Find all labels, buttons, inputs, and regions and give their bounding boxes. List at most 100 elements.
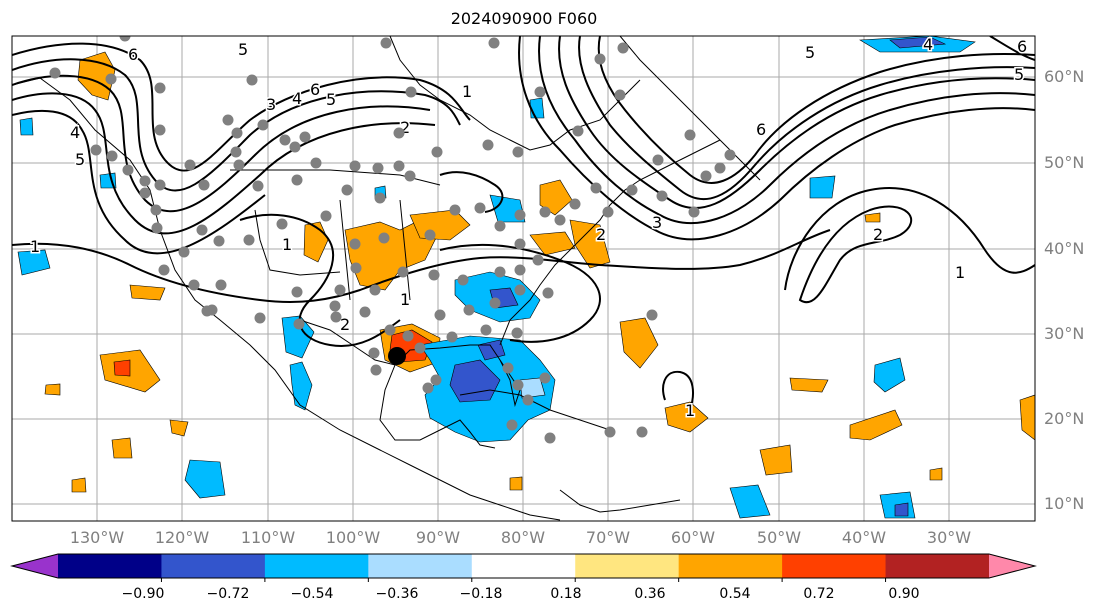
- anomaly-shading: [17, 36, 1035, 519]
- lat-label: 10°N: [1044, 494, 1085, 513]
- station-marker: [372, 162, 384, 174]
- lon-label: 130°W: [69, 528, 125, 547]
- contour-label: 2: [340, 315, 350, 334]
- station-marker: [590, 182, 602, 194]
- colorbar-tick-label: −0.18: [459, 586, 503, 602]
- station-marker: [424, 229, 436, 241]
- contour-label: 6: [756, 120, 766, 139]
- station-marker: [646, 309, 658, 321]
- station-marker: [700, 170, 712, 182]
- station-marker: [378, 232, 390, 244]
- contour-label: 5: [805, 43, 815, 62]
- station-marker: [434, 309, 446, 321]
- station-marker: [602, 206, 614, 218]
- station-marker: [514, 284, 526, 296]
- colorbar-tick-label: −0.36: [375, 586, 419, 602]
- colorbar-extend-min: [12, 554, 58, 578]
- height-contours: [12, 36, 1035, 411]
- station-marker: [457, 274, 469, 286]
- station-marker: [512, 379, 524, 391]
- station-marker: [154, 179, 166, 191]
- station-marker: [246, 74, 258, 86]
- station-marker: [329, 300, 341, 312]
- contour-label: 1: [30, 237, 40, 256]
- contour-label: 6: [310, 80, 320, 99]
- lon-label: 70°W: [585, 528, 631, 547]
- contour-label: 1: [282, 235, 292, 254]
- station-marker: [522, 394, 534, 406]
- colorbar-outline: [10, 553, 1037, 579]
- station-marker: [446, 331, 458, 343]
- station-marker: [554, 214, 566, 226]
- station-marker: [506, 419, 518, 431]
- station-marker: [90, 144, 102, 156]
- station-marker: [474, 202, 486, 214]
- station-marker: [293, 318, 305, 330]
- contour-label: 6: [128, 45, 138, 64]
- station-markers: [49, 36, 736, 444]
- station-marker: [626, 184, 638, 196]
- station-marker: [572, 125, 584, 137]
- contour-label: 5: [75, 150, 85, 169]
- station-marker: [231, 127, 243, 139]
- colorbar-tick-label: −0.90: [121, 586, 165, 602]
- station-marker: [320, 210, 332, 222]
- station-marker: [414, 342, 426, 354]
- lon-label: 60°W: [670, 528, 716, 547]
- colorbar-segment: [885, 554, 990, 578]
- station-marker: [652, 154, 664, 166]
- contour-label: 1: [955, 263, 965, 282]
- station-marker: [534, 86, 546, 98]
- station-marker: [291, 174, 303, 186]
- map-frame: [11, 35, 1036, 522]
- station-marker: [539, 206, 551, 218]
- colorbar-extend-max: [989, 554, 1035, 578]
- station-marker: [359, 306, 371, 318]
- station-marker: [368, 347, 380, 359]
- lon-label: 40°W: [841, 528, 887, 547]
- map-title: 2024090900 F060: [450, 9, 598, 28]
- station-marker: [511, 327, 523, 339]
- station-marker: [49, 67, 61, 79]
- lon-label: 50°W: [756, 528, 802, 547]
- station-marker: [276, 218, 288, 230]
- contour-label: 3: [652, 213, 662, 232]
- station-marker: [243, 234, 255, 246]
- contour-label: 5: [326, 90, 336, 109]
- station-marker: [201, 305, 213, 317]
- station-marker: [154, 124, 166, 136]
- station-marker: [380, 37, 392, 49]
- colorbar-segment: [264, 554, 369, 578]
- contour-label: 3: [266, 95, 276, 114]
- lat-label: 60°N: [1044, 67, 1085, 86]
- station-marker: [215, 279, 227, 291]
- station-marker: [724, 149, 736, 161]
- colorbar-segment: [471, 554, 576, 578]
- contour-label: 2: [596, 225, 606, 244]
- colorbar-segment: [782, 554, 887, 578]
- station-marker: [188, 279, 200, 291]
- colorbar-tick-label: 0.18: [550, 586, 582, 602]
- station-marker: [151, 222, 163, 234]
- lon-label: 110°W: [240, 528, 296, 547]
- lon-label: 90°W: [415, 528, 461, 547]
- station-marker: [405, 86, 417, 98]
- station-marker: [422, 382, 434, 394]
- station-marker: [374, 192, 386, 204]
- contour-label: 6: [1017, 37, 1027, 56]
- contour-label: 5: [1014, 65, 1024, 84]
- station-marker: [119, 36, 131, 42]
- station-marker: [254, 312, 266, 324]
- lat-label: 50°N: [1044, 153, 1085, 172]
- station-marker: [532, 254, 544, 266]
- station-marker: [393, 127, 405, 139]
- station-marker: [714, 162, 726, 174]
- station-marker: [488, 37, 500, 49]
- contour-label: 2: [873, 225, 883, 244]
- colorbar-segment: [575, 554, 680, 578]
- station-marker: [594, 53, 606, 65]
- station-marker: [502, 362, 514, 374]
- station-marker: [196, 224, 208, 236]
- station-marker: [402, 330, 414, 342]
- station-marker: [299, 131, 311, 143]
